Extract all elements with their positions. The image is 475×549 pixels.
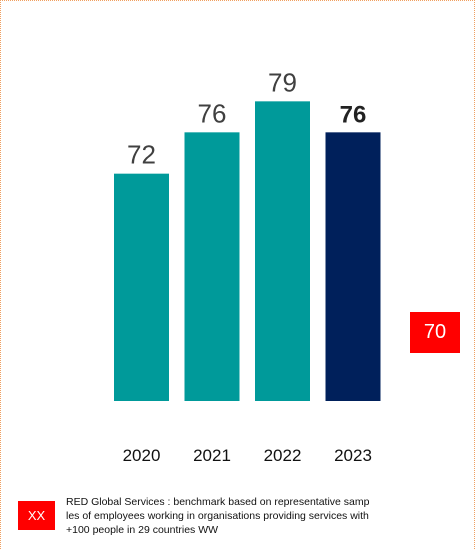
x-tick-label-2021: 2021 xyxy=(193,446,231,465)
x-tick-label-2023: 2023 xyxy=(334,446,372,465)
bar-2023 xyxy=(325,132,381,402)
benchmark-value-label: 70 xyxy=(423,321,447,343)
legend-text: RED Global Services : benchmark based on… xyxy=(66,495,461,537)
bar-2022 xyxy=(255,101,310,401)
data-label-2021: 76 xyxy=(198,98,227,128)
bar-2021 xyxy=(184,132,240,402)
legend-text-line: +100 people in 29 countries WW xyxy=(66,524,219,536)
data-label-2023: 76 xyxy=(340,101,367,128)
benchmark-value-box: 70 xyxy=(410,312,460,353)
bar-2020 xyxy=(114,173,169,401)
legend-swatch: XX xyxy=(18,501,55,530)
legend-text-line: les of employees working in organisation… xyxy=(66,510,369,522)
data-label-2020: 72 xyxy=(127,140,156,170)
legend-swatch-label: XX xyxy=(27,508,46,523)
x-tick-label-2022: 2022 xyxy=(264,446,302,465)
legend-text-line: RED Global Services : benchmark based on… xyxy=(66,496,370,508)
x-tick-label-2020: 2020 xyxy=(123,446,161,465)
data-label-2022: 79 xyxy=(268,67,297,97)
